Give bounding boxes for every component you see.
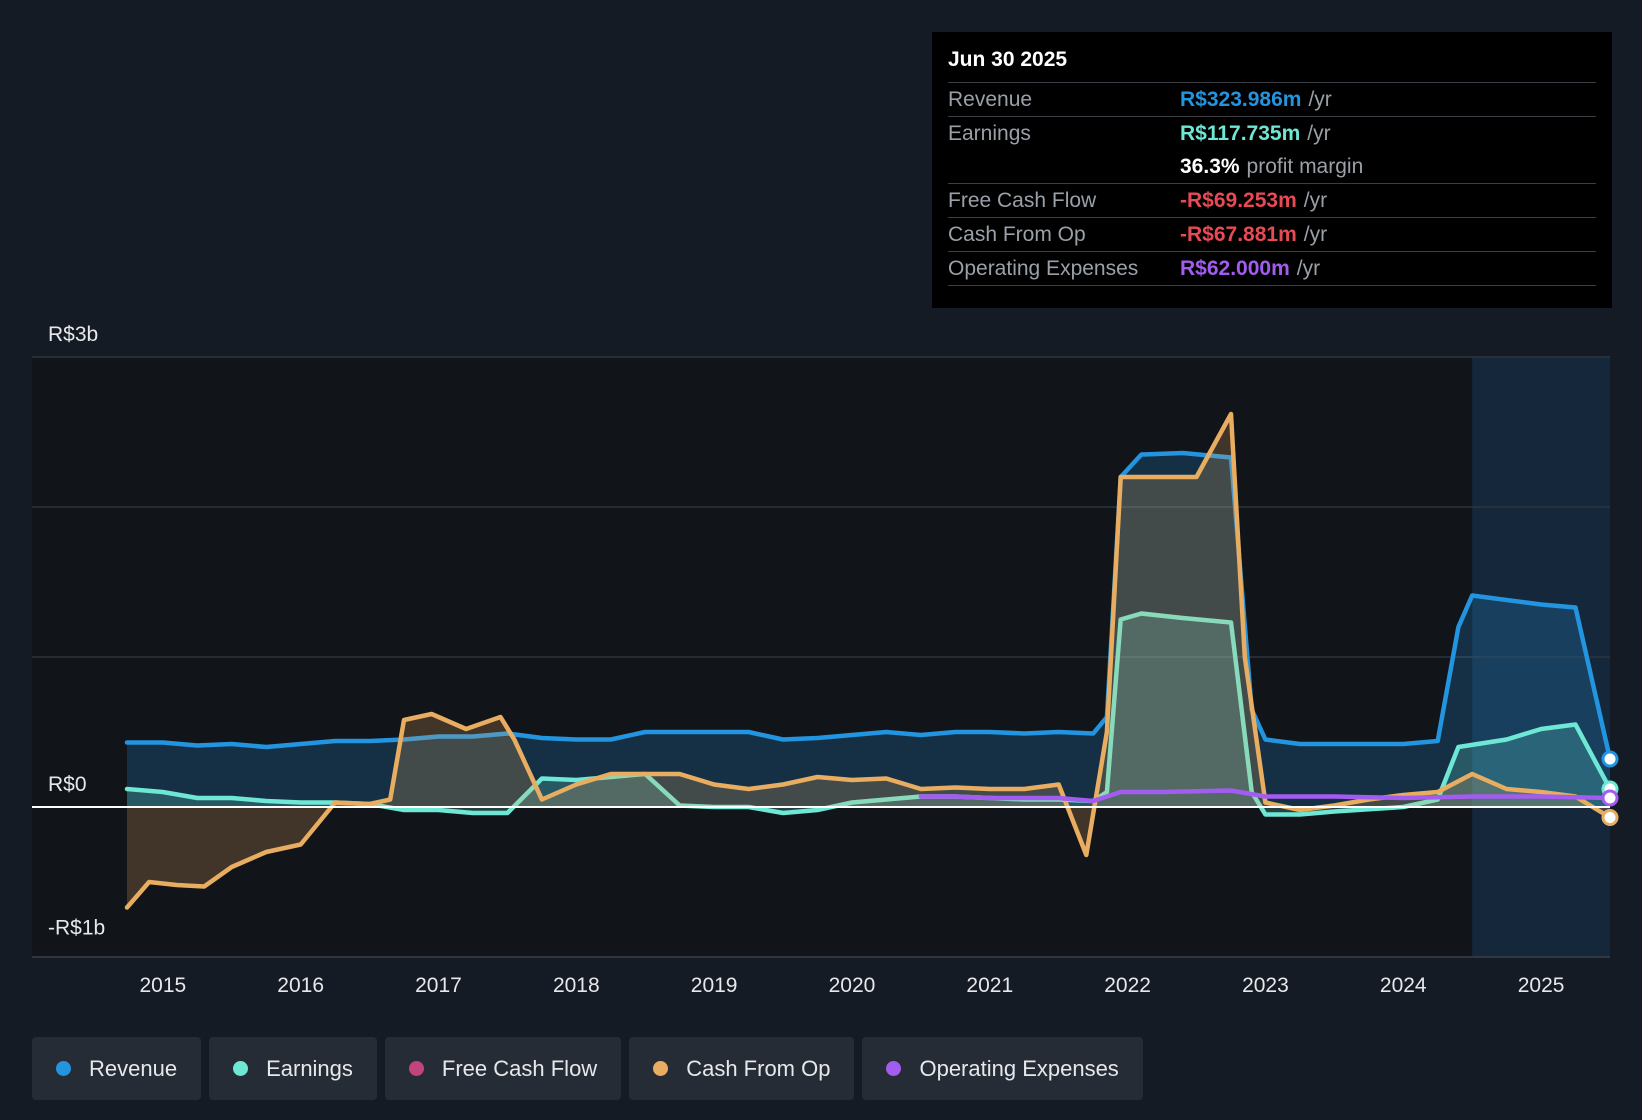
tooltip-unit: /yr: [1308, 88, 1332, 111]
series-area-cash-from-op: [127, 414, 1610, 908]
x-tick-label: 2021: [966, 974, 1013, 997]
legend-dot-icon: [886, 1061, 902, 1076]
tooltip: Jun 30 2025 Revenue R$323.986m /yr Earni…: [932, 32, 1612, 308]
series-line-cash-from-op: [124, 411, 1613, 910]
x-tick-label: 2025: [1518, 974, 1565, 997]
tooltip-label: Revenue: [948, 88, 1033, 111]
tooltip-row-cash-from-op: Cash From Op -R$67.881m /yr: [948, 218, 1596, 252]
series-endpoint-cash-from-op: [1601, 809, 1619, 826]
x-tick-label: 2023: [1242, 974, 1289, 997]
y-axis-label: -R$1b: [48, 917, 105, 940]
series-line-operating-expenses: [918, 788, 1613, 804]
x-tick-label: 2022: [1104, 974, 1151, 997]
tooltip-row-revenue: Revenue R$323.986m /yr: [948, 83, 1596, 117]
tooltip-value: 36.3%: [1180, 155, 1240, 178]
x-tick-label: 2016: [277, 974, 324, 997]
tooltip-value: R$62.000m: [1180, 257, 1290, 280]
legend-item-revenue[interactable]: Revenue: [32, 1037, 202, 1100]
tooltip-row-earnings: Earnings R$117.735m /yr: [948, 117, 1596, 150]
x-tick-label: 2024: [1380, 974, 1427, 997]
tooltip-value: -R$69.253m: [1180, 189, 1297, 212]
tooltip-label: Free Cash Flow: [948, 189, 1097, 212]
tooltip-value: R$323.986m: [1180, 88, 1302, 111]
tooltip-unit: /yr: [1303, 223, 1328, 246]
legend-label: Operating Expenses: [919, 1055, 1119, 1081]
tooltip-row-operating-expenses: Operating Expenses R$62.000m /yr: [948, 252, 1596, 286]
tooltip-row-free-cash-flow: Free Cash Flow -R$69.253m /yr: [948, 184, 1596, 218]
x-tick-label: 2019: [691, 974, 738, 997]
tooltip-row-profit-margin: 36.3% profit margin: [948, 150, 1596, 184]
tooltip-unit: profit margin: [1246, 155, 1364, 178]
legend-label: Earnings: [266, 1055, 353, 1081]
x-tick-label: 2020: [829, 974, 876, 997]
tooltip-unit: /yr: [1296, 257, 1321, 280]
tooltip-date: Jun 30 2025: [948, 46, 1596, 83]
tooltip-unit: /yr: [1307, 122, 1331, 145]
legend-dot-icon: [233, 1061, 249, 1076]
series-endpoint-operating-expenses: [1601, 789, 1619, 807]
y-axis-label: R$0: [48, 773, 87, 796]
legend-item-free-cash-flow[interactable]: Free Cash Flow: [384, 1037, 622, 1100]
legend-dot-icon: [408, 1061, 424, 1076]
legend-item-operating-expenses[interactable]: Operating Expenses: [862, 1037, 1143, 1100]
axis-layer: R$3b R$0 -R$1b 2015 2016 2017 2018 2019 2020 2021…: [32, 323, 1610, 997]
tooltip-label: [948, 150, 1180, 183]
tooltip-value: -R$67.881m: [1180, 223, 1297, 246]
series-area-revenue: [127, 453, 1610, 807]
legend-label: Revenue: [89, 1055, 178, 1081]
gridlines: [32, 356, 1610, 958]
y-axis-label: R$3b: [48, 323, 98, 346]
legend-label: Cash From Op: [686, 1055, 831, 1081]
tooltip-value: R$117.735m: [1180, 122, 1301, 145]
tooltip-label: Earnings: [948, 122, 1031, 145]
x-tick-label: 2017: [415, 974, 462, 997]
tooltip-label: Operating Expenses: [948, 257, 1139, 280]
legend-label: Free Cash Flow: [441, 1055, 598, 1081]
legend-item-earnings[interactable]: Earnings: [209, 1037, 377, 1100]
tooltip-unit: /yr: [1303, 189, 1328, 212]
legend: Revenue Earnings Free Cash Flow Cash Fro…: [32, 1037, 1143, 1100]
series-area-earnings: [127, 613, 1610, 815]
legend-dot-icon: [56, 1061, 71, 1076]
x-tick-label: 2015: [139, 974, 186, 997]
x-tick-label: 2018: [553, 974, 600, 997]
series-endpoint-revenue: [1601, 750, 1619, 768]
legend-item-cash-from-op[interactable]: Cash From Op: [629, 1037, 855, 1100]
legend-dot-icon: [653, 1061, 669, 1076]
series-line-revenue: [124, 450, 1613, 762]
tooltip-label: Cash From Op: [948, 223, 1086, 246]
